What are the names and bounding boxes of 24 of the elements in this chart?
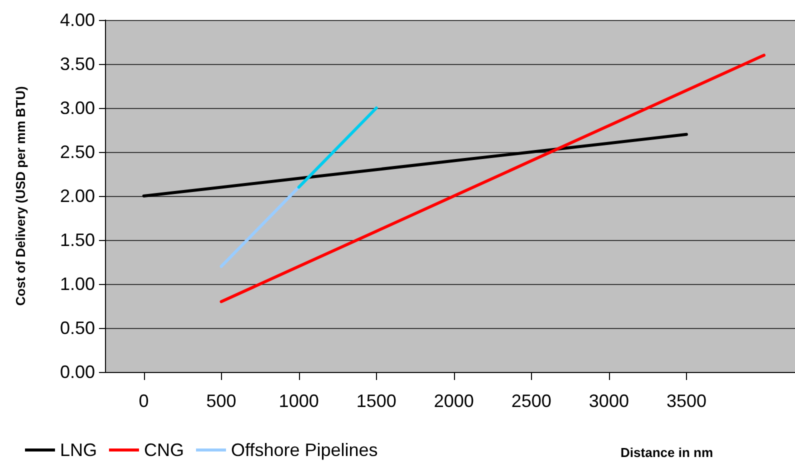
x-tick-label: 500 bbox=[206, 391, 236, 411]
y-axis-title: Cost of Delivery (USD per mm BTU) bbox=[13, 86, 28, 306]
y-tick-label: 2.50 bbox=[60, 142, 95, 162]
x-axis-title: Distance in nm bbox=[620, 445, 713, 460]
y-tick-label: 4.00 bbox=[60, 10, 95, 30]
x-tick-label: 3000 bbox=[588, 391, 629, 411]
y-tick-label: 3.00 bbox=[60, 98, 95, 118]
y-tick-label: 0.50 bbox=[60, 318, 95, 338]
line-series bbox=[142, 132, 688, 198]
x-tick-label: 0 bbox=[138, 391, 149, 411]
line-series bbox=[220, 54, 766, 304]
x-tick-label: 2000 bbox=[434, 391, 474, 411]
y-tick-label: 0.00 bbox=[60, 362, 95, 382]
x-tick-label: 3500 bbox=[666, 391, 706, 411]
x-tick-label: 1000 bbox=[278, 391, 319, 411]
y-tick-label: 1.00 bbox=[60, 274, 95, 294]
legend-label: CNG bbox=[144, 440, 184, 460]
x-tick-label: 2500 bbox=[511, 391, 552, 411]
y-tick-label: 3.50 bbox=[60, 54, 95, 74]
legend-label: Offshore Pipelines bbox=[231, 440, 378, 460]
legend-label: LNG bbox=[60, 440, 98, 460]
y-tick-label: 2.00 bbox=[60, 186, 95, 206]
x-tick-label: 1500 bbox=[356, 391, 396, 411]
y-tick-label: 1.50 bbox=[60, 230, 95, 250]
